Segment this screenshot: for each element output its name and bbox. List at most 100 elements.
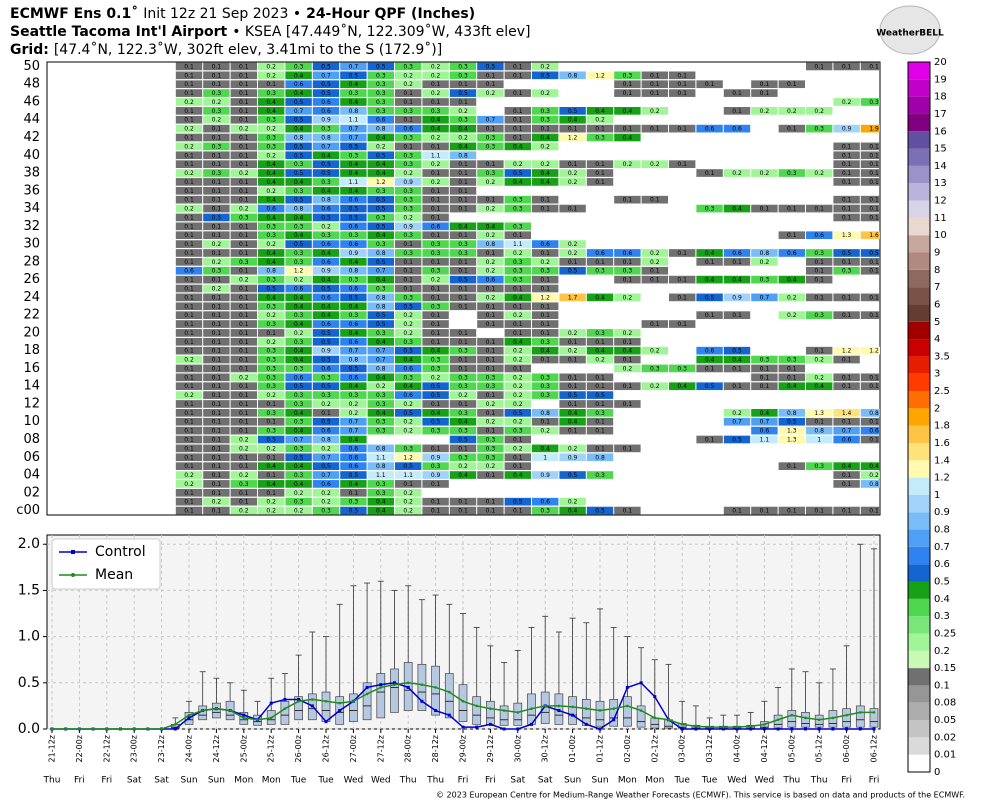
qpf-cell	[312, 355, 340, 364]
day-label: Fri	[485, 776, 496, 786]
qpf-cell	[614, 382, 641, 391]
qpf-cell-label: 0.3	[266, 348, 276, 355]
colorbar-band	[908, 235, 930, 253]
qpf-cell-label: 0.3	[294, 188, 304, 195]
qpf-cell-label: 0.1	[842, 179, 852, 186]
x-tick-label: 01-00z	[568, 735, 577, 762]
qpf-cell	[833, 169, 860, 177]
qpf-cell	[532, 444, 559, 453]
qpf-cell-label: 0.2	[403, 72, 413, 79]
box	[212, 702, 221, 719]
qpf-cell-label: 0.3	[486, 454, 496, 461]
qpf-cell	[559, 258, 586, 266]
qpf-cell-label: 0.1	[869, 437, 879, 444]
qpf-cell-label: 0.1	[814, 206, 824, 213]
qpf-cell-label: 0.1	[184, 161, 194, 168]
qpf-cell	[614, 133, 641, 142]
qpf-cell-label: 0.1	[212, 206, 222, 213]
qpf-cell	[230, 107, 257, 115]
qpf-cell-label: 0.4	[266, 259, 276, 266]
qpf-cell	[833, 355, 860, 364]
qpf-cell-label: 0.1	[787, 232, 797, 239]
qpf-cell-label: 0.3	[486, 383, 496, 390]
qpf-cell-label: 0.2	[814, 170, 824, 177]
qpf-cell	[559, 169, 586, 177]
qpf-cell	[477, 142, 504, 151]
qpf-cell-label: 0.1	[650, 90, 660, 97]
qpf-cell	[669, 293, 696, 302]
qpf-cell-label: 0.3	[266, 223, 276, 230]
qpf-cell-label: 0.2	[431, 72, 441, 79]
day-label: Thu	[782, 776, 800, 786]
qpf-cell-label: 0.1	[212, 277, 222, 284]
qpf-cell	[806, 124, 833, 133]
qpf-cell-label: 0.2	[458, 108, 468, 115]
qpf-cell-label: 0.3	[321, 374, 331, 381]
qpf-cell	[504, 293, 531, 302]
qpf-cell	[860, 373, 880, 382]
qpf-cell-label: 0.1	[431, 330, 441, 337]
qpf-cell-label: 0.1	[184, 428, 194, 435]
qpf-cell-label: 0.1	[184, 241, 194, 248]
day-label: Sat	[510, 776, 525, 786]
qpf-cell	[285, 382, 312, 391]
qpf-cell	[751, 107, 778, 115]
qpf-cell-label: 0.4	[349, 188, 359, 195]
qpf-cell	[312, 107, 340, 115]
qpf-cell	[395, 400, 422, 408]
control-marker	[653, 695, 657, 699]
qpf-cell	[477, 275, 504, 284]
qpf-cell-label: 1.1	[760, 437, 770, 444]
qpf-cell-label: 0.6	[732, 126, 742, 133]
qpf-cell	[285, 160, 312, 168]
qpf-cell-label: 0.1	[513, 117, 523, 124]
qpf-cell	[504, 133, 531, 142]
qpf-cell	[641, 275, 668, 284]
qpf-cell-label: 0.1	[869, 161, 879, 168]
qpf-cell-label: 0.1	[184, 365, 194, 372]
qpf-cell-label: 0.3	[266, 428, 276, 435]
qpf-cell	[477, 169, 504, 177]
qpf-cell	[230, 115, 257, 124]
qpf-cell	[395, 364, 422, 373]
mean-marker	[461, 699, 465, 703]
qpf-cell-label: 0.5	[212, 214, 222, 221]
qpf-cell-label: 0.5	[349, 206, 359, 213]
qpf-cell-label: 0.5	[376, 152, 386, 159]
qpf-cell-label: 0.6	[349, 339, 359, 346]
qpf-cell	[559, 124, 586, 133]
qpf-cell-label: 0.4	[513, 472, 523, 479]
mean-marker	[626, 704, 629, 708]
qpf-cell	[477, 462, 504, 470]
qpf-cell	[751, 204, 778, 213]
qpf-cell	[641, 71, 668, 80]
qpf-cell-label: 0.5	[321, 357, 331, 364]
qpf-cell-label: 0.1	[787, 206, 797, 213]
qpf-cell-label: 0.1	[212, 472, 222, 479]
qpf-cell	[477, 249, 504, 257]
qpf-cell	[449, 400, 477, 408]
mean-marker	[872, 711, 876, 714]
qpf-cell	[395, 497, 422, 506]
qpf-cell-label: 0.1	[869, 294, 879, 301]
x-tick-label: 29-00z	[459, 735, 468, 762]
qpf-cell	[449, 133, 477, 142]
qpf-cell	[477, 222, 504, 231]
box	[486, 700, 495, 725]
qpf-cell-label: 0.8	[376, 126, 386, 133]
qpf-cell	[312, 231, 340, 240]
qpf-cell-label: 0.8	[349, 357, 359, 364]
colorbar-label: 1.2	[934, 473, 950, 484]
qpf-cell-label: 0.1	[732, 365, 742, 372]
qpf-cell	[833, 178, 860, 186]
qpf-cell	[477, 373, 504, 382]
qpf-cell-label: 0.4	[294, 72, 304, 79]
qpf-cell	[340, 71, 367, 80]
qpf-cell	[395, 480, 422, 488]
qpf-cell	[586, 444, 614, 453]
qpf-cell-label: 0.3	[376, 392, 386, 399]
mean-marker	[557, 704, 561, 708]
qpf-cell	[669, 275, 696, 284]
qpf-cell	[312, 471, 340, 479]
qpf-cell-label: 0.6	[321, 481, 331, 488]
